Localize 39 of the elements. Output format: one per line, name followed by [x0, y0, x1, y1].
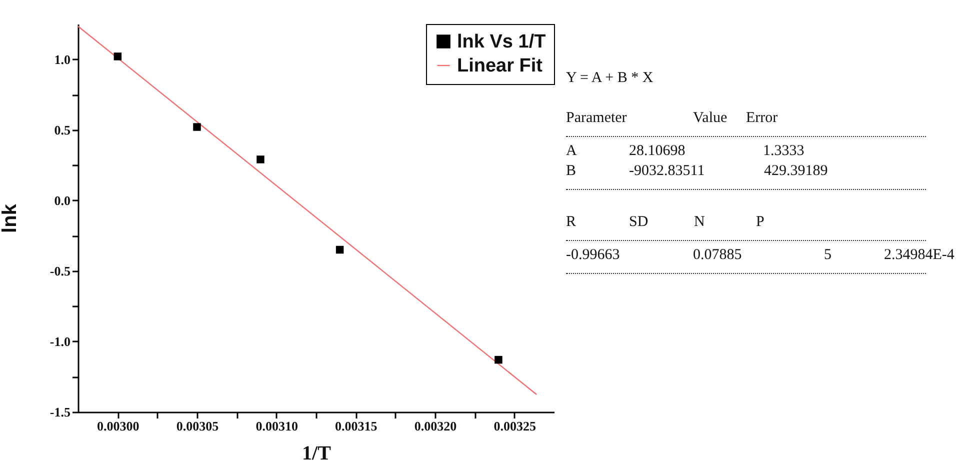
text: P	[756, 214, 764, 231]
legend-label: lnk Vs 1/T	[457, 32, 546, 52]
x-tick-label: 0.00310	[256, 418, 298, 434]
text: -0.99663	[566, 247, 620, 264]
y-tick-label: 0.5	[54, 122, 71, 138]
y-tick-label: -1.5	[50, 404, 71, 420]
point	[256, 156, 264, 164]
text: Error	[746, 110, 778, 127]
x-axis-title: 1/T	[302, 442, 332, 464]
y-tick-label: -0.5	[50, 263, 71, 278]
x-tick-label: 0.00300	[97, 418, 140, 434]
point	[114, 52, 122, 60]
x-tick-label: 0.00305	[176, 418, 220, 434]
text: 2.34984E-4	[884, 247, 954, 264]
x-tick-label: 0.00320	[414, 418, 457, 434]
text: 0.07885	[693, 247, 742, 264]
text: A	[566, 143, 577, 160]
y-tick-label: -1.0	[50, 334, 70, 349]
text: 429.39189	[764, 163, 828, 180]
x-tick-label: 0.00325	[494, 418, 536, 434]
y-tick-label: 0.0	[54, 192, 70, 208]
text: SD	[629, 214, 648, 231]
text: -9032.83511	[629, 163, 705, 180]
y-axis-title: lnk	[0, 203, 21, 233]
text: 28.10698	[629, 143, 686, 160]
text: N	[694, 214, 705, 231]
point	[494, 356, 502, 364]
text: B	[566, 163, 576, 180]
text: Y = A + B * X	[566, 70, 654, 87]
legend-label: Linear Fit	[457, 56, 544, 76]
text: 1.3333	[763, 143, 804, 160]
x-tick-label: 0.00315	[335, 418, 378, 434]
y-tick-label: 1.0	[54, 52, 70, 67]
text: 5	[824, 247, 832, 264]
text: Value	[693, 110, 728, 127]
text: Parameter	[566, 110, 627, 127]
text: R	[566, 214, 576, 231]
point	[336, 246, 344, 254]
point	[193, 123, 201, 131]
